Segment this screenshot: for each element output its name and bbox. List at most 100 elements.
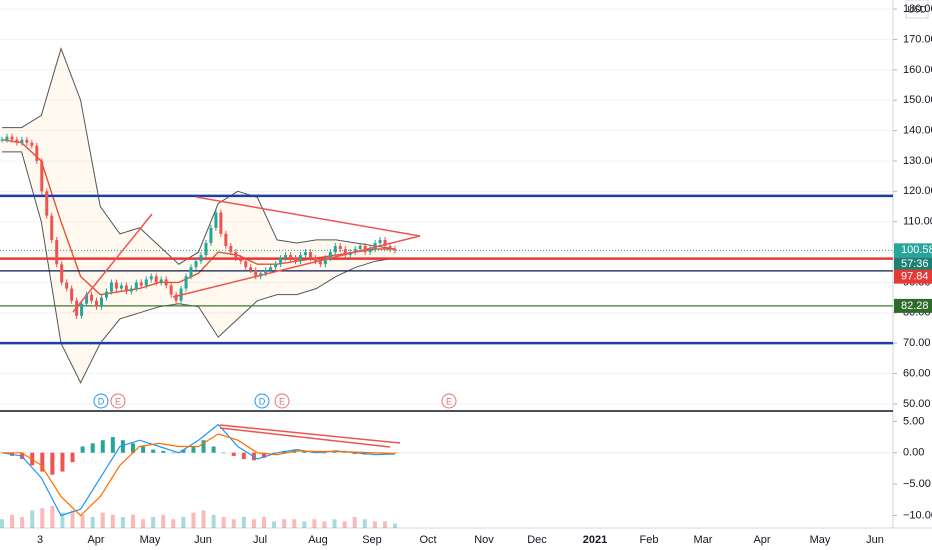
candle xyxy=(104,291,108,298)
candle xyxy=(144,279,148,286)
volume-bar xyxy=(141,519,146,528)
x-tick-label: Aug xyxy=(308,534,328,546)
candle xyxy=(368,249,372,253)
candle xyxy=(204,242,208,256)
candle xyxy=(353,249,357,253)
x-tick-label: Jun xyxy=(866,534,884,546)
price-tag-label: 57:36 xyxy=(901,258,929,270)
candle xyxy=(159,279,163,283)
currency-box xyxy=(905,0,929,19)
currency: USD xyxy=(907,4,927,14)
candle xyxy=(60,264,64,283)
candle xyxy=(174,294,178,301)
candle xyxy=(95,300,99,307)
trendline xyxy=(72,213,153,313)
volume-bar xyxy=(191,512,196,528)
candle xyxy=(383,239,387,246)
y-tick-label: 60.00 xyxy=(903,367,931,379)
volume-bar xyxy=(70,510,75,528)
y-tick-label: 140.00 xyxy=(903,124,932,136)
candle xyxy=(219,212,223,234)
price-tag xyxy=(894,257,932,272)
candle xyxy=(358,246,362,250)
candle xyxy=(313,258,317,262)
candle xyxy=(85,294,89,304)
trendline xyxy=(219,424,401,444)
event-marker xyxy=(93,393,109,409)
histogram-bar xyxy=(221,452,226,454)
volume-bar xyxy=(382,521,387,528)
histogram-bar xyxy=(141,446,146,453)
volume-bar xyxy=(251,519,256,528)
bollinger-band xyxy=(2,151,396,384)
candle xyxy=(15,139,19,143)
trendline xyxy=(172,235,421,298)
volume-bar xyxy=(90,517,95,528)
event-marker xyxy=(274,393,290,409)
candle xyxy=(264,270,268,274)
volume-bar xyxy=(262,517,266,528)
candle xyxy=(70,288,74,301)
y-tick-label: 170.00 xyxy=(903,33,932,45)
y-tick-label: 70.00 xyxy=(903,337,931,349)
x-tick-label: Jun xyxy=(194,534,212,546)
candle xyxy=(134,282,138,289)
x-tick-label: Dec xyxy=(527,534,547,546)
price-tag xyxy=(894,269,932,284)
candle xyxy=(388,246,392,250)
y-tick-label: 50.00 xyxy=(903,398,931,410)
candle xyxy=(169,285,173,295)
candle xyxy=(229,246,233,253)
candle xyxy=(393,249,397,251)
volume-bar xyxy=(231,519,236,528)
volume-bar xyxy=(272,521,277,528)
candle xyxy=(99,297,103,307)
histogram-bar xyxy=(352,452,357,455)
x-tick-label: May xyxy=(810,534,831,546)
candle xyxy=(194,261,198,268)
volume-bar xyxy=(151,517,156,528)
price-tag-label: 82.28 xyxy=(901,300,929,312)
candle xyxy=(5,136,9,140)
volume-bar xyxy=(292,519,297,528)
histogram-bar xyxy=(241,452,246,460)
histogram-bar xyxy=(90,443,95,453)
histogram-bar xyxy=(120,440,125,453)
x-tick-label: Apr xyxy=(87,534,104,546)
candle xyxy=(35,145,39,161)
candle xyxy=(373,242,377,250)
candle xyxy=(343,249,347,256)
candle xyxy=(308,252,312,259)
candle xyxy=(124,285,128,292)
candle xyxy=(284,255,288,259)
volume-bar xyxy=(50,506,55,528)
x-tick-label: Nov xyxy=(474,534,494,546)
histogram-bar xyxy=(231,452,236,456)
candle xyxy=(55,239,59,265)
candle xyxy=(149,276,153,280)
candle xyxy=(129,288,133,292)
candle xyxy=(50,215,54,240)
volume-bar xyxy=(352,517,357,528)
volume-bar xyxy=(100,512,105,528)
y-tick-label: 130.00 xyxy=(903,155,932,167)
x-tick-label: Oct xyxy=(419,534,436,546)
candle xyxy=(199,255,203,262)
volume-bar xyxy=(362,519,367,528)
volume-bar xyxy=(332,519,337,528)
histogram-bar xyxy=(201,440,206,453)
histogram-bar xyxy=(40,452,45,472)
event-label: E xyxy=(279,396,285,406)
volume-bar xyxy=(221,517,226,528)
candle xyxy=(274,264,278,268)
price-tag xyxy=(894,298,932,313)
volume-bar xyxy=(322,521,327,528)
candle xyxy=(10,136,14,140)
histogram-bar xyxy=(131,443,135,453)
candle xyxy=(139,282,143,286)
candle xyxy=(0,139,4,141)
volume-bar xyxy=(60,512,65,528)
candle xyxy=(189,267,193,277)
volume-bar xyxy=(302,521,307,528)
